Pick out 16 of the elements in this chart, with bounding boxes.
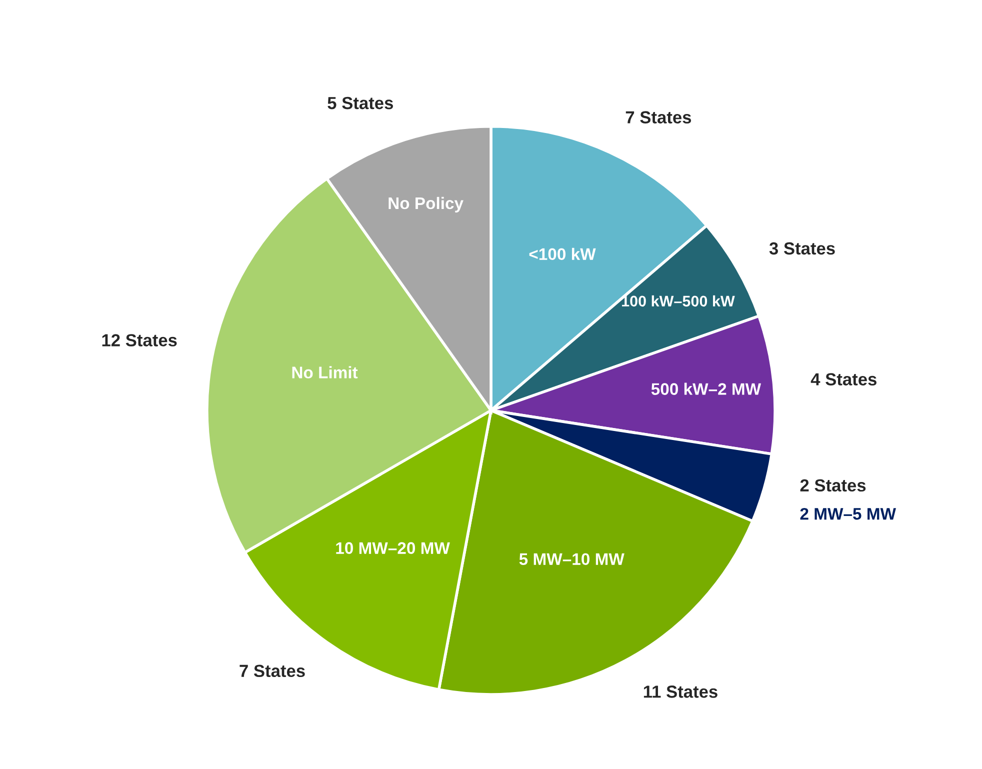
slice-label: 10 MW–20 MW bbox=[336, 542, 450, 554]
slice-label: 2 MW–5 MW bbox=[800, 508, 896, 520]
slice-label: No Policy bbox=[388, 196, 464, 212]
slice-label: 500 kW–2 MW bbox=[651, 382, 762, 395]
slice-label: <100 kW bbox=[529, 248, 596, 260]
data-label: 7 States bbox=[240, 664, 305, 678]
data-label: 7 States bbox=[626, 111, 692, 124]
data-label: 5 States bbox=[328, 96, 393, 110]
slice-label: No Limit bbox=[292, 366, 358, 378]
data-label: 12 States bbox=[102, 334, 177, 346]
data-label: 2 States bbox=[800, 479, 866, 492]
slice-label: 5 MW–10 MW bbox=[519, 553, 624, 566]
data-label: 11 States bbox=[644, 686, 718, 698]
slice-label: 100 kW–500 kW bbox=[622, 295, 735, 307]
data-label: 4 States bbox=[810, 373, 876, 386]
data-label: 3 States bbox=[769, 242, 835, 255]
